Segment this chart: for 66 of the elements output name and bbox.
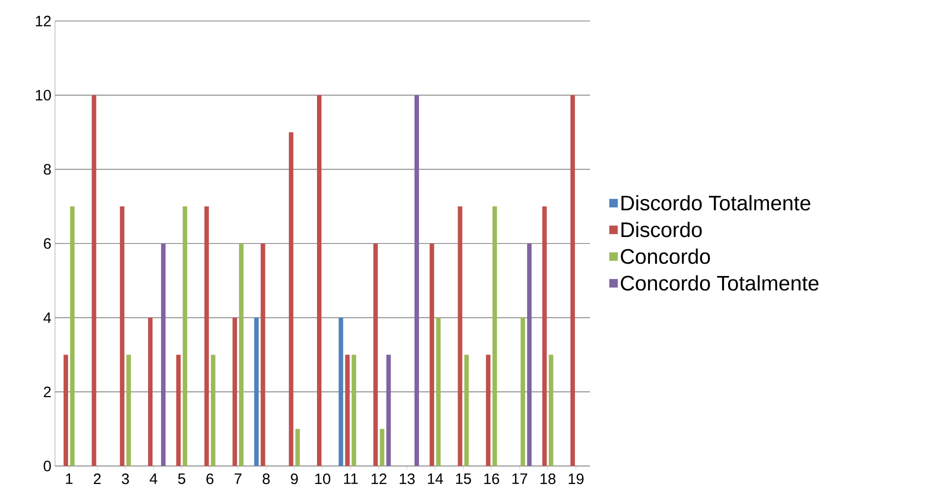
bar — [176, 354, 181, 466]
x-tick-label: 14 — [428, 474, 444, 484]
bar — [254, 318, 259, 466]
y-tick-label: 6 — [44, 238, 51, 249]
x-tick-label: 2 — [94, 474, 101, 484]
bar — [295, 428, 300, 466]
bar — [548, 354, 554, 466]
bar — [317, 95, 322, 466]
bar — [126, 354, 131, 466]
y-tick-label: 12 — [36, 16, 51, 26]
bar — [232, 318, 238, 466]
bar — [414, 95, 419, 466]
y-tick-label: 2 — [44, 386, 51, 398]
bar — [527, 244, 532, 466]
bar — [486, 354, 490, 466]
y-tick-label: 0 — [44, 460, 51, 472]
x-tick-label: 10 — [315, 474, 330, 484]
x-tick-label: 17 — [512, 474, 528, 484]
bar — [570, 95, 575, 466]
y-tick-label: 10 — [36, 90, 51, 100]
bar — [64, 354, 68, 466]
bar — [436, 318, 441, 466]
bar — [182, 206, 188, 466]
x-tick-label: 16 — [484, 474, 500, 484]
x-tick-label: 12 — [372, 474, 386, 484]
bar — [492, 206, 497, 466]
x-tick-label: 9 — [290, 474, 298, 484]
x-tick-label: 3 — [122, 474, 129, 484]
bar — [288, 132, 294, 466]
bar — [204, 206, 209, 466]
bar — [542, 206, 547, 466]
bar — [430, 244, 434, 466]
bar — [338, 318, 344, 466]
y-tick-label: 4 — [43, 312, 52, 323]
bar — [148, 318, 153, 466]
bar — [70, 206, 75, 466]
bar — [345, 354, 350, 466]
x-tick-label: 15 — [456, 474, 472, 484]
x-tick-label: 4 — [150, 474, 158, 484]
bar — [120, 206, 124, 466]
x-tick-label: 6 — [206, 474, 214, 484]
x-tick-label: 13 — [400, 474, 415, 484]
x-tick-label: 19 — [568, 474, 584, 484]
bar — [210, 354, 216, 466]
x-tick-label: 7 — [234, 474, 242, 484]
legend-label: Concordo Totalmente — [620, 275, 818, 291]
bar — [161, 244, 166, 466]
x-tick-label: 1 — [66, 474, 73, 484]
x-tick-label: 11 — [344, 474, 358, 484]
x-tick-label: 5 — [178, 474, 186, 484]
x-tick-label: 8 — [262, 474, 270, 484]
bar — [92, 95, 96, 466]
bar — [260, 244, 266, 466]
bar — [352, 354, 356, 466]
bar — [386, 354, 391, 466]
bar — [520, 318, 526, 466]
y-tick-label: 8 — [44, 164, 51, 175]
bar — [373, 244, 378, 466]
legend-label: Concordo — [620, 248, 710, 264]
bar — [380, 428, 384, 466]
bar — [464, 354, 469, 466]
legend-label: Discordo Totalmente — [622, 195, 810, 210]
x-tick-label: 18 — [540, 474, 556, 484]
legend-label: Discordo — [622, 222, 702, 238]
bar — [239, 244, 244, 466]
bar — [458, 206, 462, 466]
